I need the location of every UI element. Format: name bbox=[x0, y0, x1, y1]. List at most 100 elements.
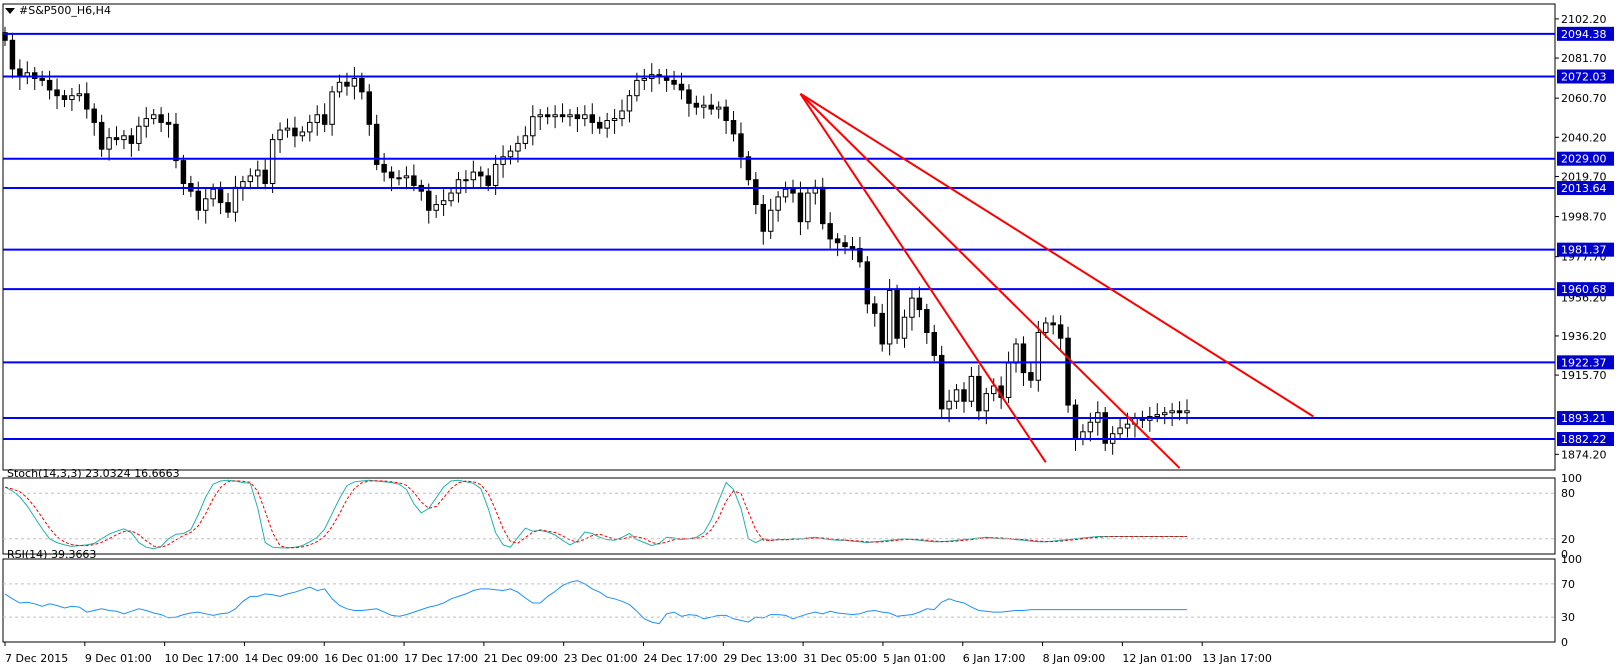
candle-body bbox=[232, 186, 239, 213]
candle-body bbox=[269, 139, 276, 185]
candle-body bbox=[589, 114, 596, 123]
candle-body bbox=[1005, 362, 1012, 398]
candle-body bbox=[864, 261, 871, 305]
price-axis-label: 2060.70 bbox=[1561, 92, 1607, 105]
candle-body bbox=[827, 223, 833, 240]
candlestick bbox=[188, 175, 194, 197]
candlestick bbox=[745, 151, 752, 186]
candle-body bbox=[931, 331, 937, 356]
candle-body bbox=[299, 131, 306, 137]
candle-body bbox=[321, 114, 328, 125]
candle-body bbox=[983, 393, 990, 412]
candle-body bbox=[351, 77, 358, 87]
candle-body bbox=[150, 114, 157, 120]
candlestick bbox=[946, 389, 952, 423]
candlestick bbox=[1065, 326, 1071, 413]
candlestick bbox=[165, 112, 172, 138]
candlestick bbox=[277, 122, 283, 153]
candle-body bbox=[1065, 337, 1071, 406]
candlestick bbox=[128, 128, 135, 157]
candle-body bbox=[478, 171, 484, 177]
candle-body bbox=[158, 114, 164, 123]
level-price-label: 1981.37 bbox=[1561, 244, 1607, 257]
time-axis-label: 7 Dec 2015 bbox=[5, 652, 68, 665]
candlestick bbox=[448, 187, 454, 207]
stoch-axis-label: 20 bbox=[1561, 533, 1575, 546]
candle-body bbox=[782, 188, 789, 198]
candle-body bbox=[492, 163, 499, 186]
candle-body bbox=[1117, 427, 1123, 435]
candle-body bbox=[69, 95, 75, 100]
candlestick bbox=[158, 107, 164, 132]
candle-body bbox=[611, 118, 618, 122]
candle-body bbox=[574, 114, 581, 120]
rsi-pane-frame bbox=[2, 558, 1556, 643]
level-price-label: 2072.03 bbox=[1561, 71, 1607, 84]
candlestick bbox=[596, 116, 603, 134]
candle-body bbox=[1087, 421, 1094, 433]
candlestick bbox=[701, 95, 707, 119]
candlestick bbox=[879, 303, 885, 352]
candlestick bbox=[299, 126, 306, 142]
candle-body bbox=[54, 89, 60, 97]
price-axis-label: 1998.70 bbox=[1561, 211, 1607, 224]
candlestick bbox=[143, 107, 149, 138]
candlestick bbox=[641, 68, 648, 90]
candle-body bbox=[344, 81, 350, 87]
candle-body bbox=[329, 91, 335, 125]
rsi-axis-label: 100 bbox=[1561, 553, 1582, 566]
candlestick bbox=[886, 279, 893, 356]
candle-body bbox=[9, 39, 16, 70]
candle-body bbox=[924, 309, 930, 333]
time-axis-label: 5 Jan 01:00 bbox=[883, 652, 946, 665]
candle-body bbox=[730, 120, 737, 135]
time-axis-label: 24 Dec 17:00 bbox=[644, 652, 718, 665]
level-price-label: 1960.68 bbox=[1561, 283, 1607, 296]
candle-body bbox=[901, 316, 908, 339]
stoch-signal-line bbox=[4, 480, 1187, 549]
candlestick bbox=[916, 286, 923, 318]
candlestick bbox=[336, 74, 343, 98]
candlestick bbox=[284, 118, 291, 138]
candle-body bbox=[381, 163, 387, 173]
time-axis-label: 10 Dec 17:00 bbox=[165, 652, 239, 665]
level-price-badge bbox=[1557, 26, 1614, 41]
candle-body bbox=[255, 169, 261, 177]
candle-body bbox=[842, 242, 848, 248]
level-price-label: 1922.37 bbox=[1561, 356, 1607, 369]
level-price-label: 2013.64 bbox=[1561, 182, 1607, 195]
time-axis-label: 9 Dec 01:00 bbox=[85, 652, 152, 665]
candle-body bbox=[1124, 423, 1131, 429]
candle-body bbox=[775, 196, 781, 211]
candlestick bbox=[626, 89, 633, 123]
candlestick bbox=[753, 172, 759, 215]
candle-body bbox=[240, 181, 246, 188]
level-price-badge bbox=[1557, 282, 1614, 297]
candlestick bbox=[931, 324, 937, 362]
candle-body bbox=[537, 114, 543, 118]
candlestick bbox=[1169, 403, 1175, 427]
candle-body bbox=[1184, 410, 1190, 414]
time-axis-label: 23 Dec 01:00 bbox=[564, 652, 638, 665]
candlestick bbox=[507, 145, 514, 165]
candlestick bbox=[961, 382, 967, 413]
candlestick bbox=[857, 237, 863, 268]
candle-body bbox=[582, 114, 588, 120]
chart-menu-arrow-icon[interactable] bbox=[5, 8, 15, 14]
candle-body bbox=[767, 209, 774, 232]
trendline bbox=[799, 92, 1314, 418]
price-axis-label: 2040.20 bbox=[1561, 131, 1607, 144]
candlestick bbox=[924, 303, 930, 344]
candle-body bbox=[634, 79, 640, 97]
candle-body bbox=[307, 121, 313, 133]
candlestick bbox=[708, 93, 714, 115]
candlestick bbox=[582, 105, 588, 127]
stoch-main-line bbox=[4, 479, 1187, 550]
candle-body bbox=[626, 95, 633, 112]
candle-body bbox=[916, 297, 923, 311]
candle-body bbox=[708, 104, 714, 110]
candlestick bbox=[463, 170, 469, 194]
candlestick bbox=[901, 309, 908, 348]
candle-body bbox=[678, 83, 685, 91]
